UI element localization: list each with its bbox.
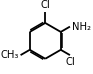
Text: Cl: Cl — [40, 0, 50, 10]
Text: Cl: Cl — [66, 57, 76, 67]
Text: CH₃: CH₃ — [0, 50, 19, 60]
Text: NH₂: NH₂ — [72, 22, 91, 32]
